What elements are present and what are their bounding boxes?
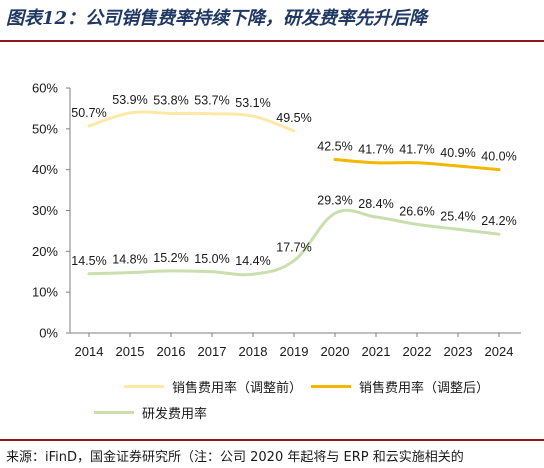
series-sales-after-line [333, 157, 501, 172]
data-label: 17.7% [276, 241, 311, 255]
y-tick-label: 20% [32, 244, 58, 259]
x-tick-label: 2023 [444, 344, 473, 359]
data-label: 14.4% [235, 254, 270, 268]
y-tick-label: 50% [32, 121, 58, 136]
top-divider [0, 40, 544, 42]
x-tick-label: 2021 [362, 344, 391, 359]
x-tick-label: 2020 [321, 344, 350, 359]
x-tick-label: 2024 [485, 344, 514, 359]
data-label: 26.6% [399, 204, 434, 218]
legend-label: 销售费用率（调整前） [172, 381, 303, 396]
x-tick-label: 2014 [75, 344, 104, 359]
legend-label: 销售费用率（调整后） [359, 381, 490, 396]
data-label: 53.9% [112, 93, 147, 107]
data-label: 29.3% [317, 193, 352, 207]
data-label: 53.1% [235, 96, 270, 110]
legend-item-rnd: 研发费用率 [94, 403, 207, 422]
series-sales-before-line [87, 110, 296, 133]
data-label: 15.2% [153, 251, 188, 265]
legend-label: 研发费用率 [142, 407, 208, 422]
y-tick-label: 30% [32, 203, 58, 218]
y-tick-label: 0% [39, 326, 58, 341]
series-rnd-line [87, 208, 501, 277]
data-label: 14.5% [71, 254, 106, 268]
data-label: 49.5% [276, 111, 311, 125]
data-label: 15.0% [194, 252, 229, 266]
source-note: 来源：iFinD，国金证券研究所（注：公司 2020 年起将与 ERP 和云实施… [6, 450, 464, 465]
data-label: 53.7% [194, 94, 229, 108]
legend-swatch [94, 411, 134, 414]
x-tick-label: 2018 [239, 344, 268, 359]
legend-swatch [124, 385, 164, 388]
chart-title: 图表12：公司销售费率持续下降，研发费率先升后降 [6, 8, 428, 29]
data-label: 25.4% [440, 209, 475, 223]
data-label: 53.8% [153, 93, 188, 107]
data-label: 50.7% [71, 106, 106, 120]
data-label: 41.7% [399, 143, 434, 157]
y-tick-label: 10% [32, 285, 58, 300]
x-tick-label: 2017 [198, 344, 227, 359]
data-label: 40.0% [481, 150, 516, 164]
y-tick-label: 40% [32, 162, 58, 177]
x-tick-label: 2016 [157, 344, 186, 359]
bottom-divider [0, 439, 544, 441]
x-tick-label: 2019 [280, 344, 309, 359]
legend-item-sales-before: 销售费用率（调整前） [124, 377, 302, 396]
x-tick-label: 2015 [116, 344, 145, 359]
data-label: 42.5% [317, 139, 352, 153]
y-tick-label: 60% [32, 81, 58, 96]
data-label: 14.8% [112, 253, 147, 267]
data-label: 28.4% [358, 197, 393, 211]
legend-swatch [311, 385, 351, 388]
data-label: 24.2% [481, 214, 516, 228]
data-label: 40.9% [440, 146, 475, 160]
data-label: 41.7% [358, 143, 393, 157]
legend-item-sales-after: 销售费用率（调整后） [311, 377, 489, 396]
x-tick-label: 2022 [403, 344, 432, 359]
line-chart: 0% 10% 20% 30% 40% 50% 60% 2014 2015 2016 2017 2018… [32, 81, 521, 359]
